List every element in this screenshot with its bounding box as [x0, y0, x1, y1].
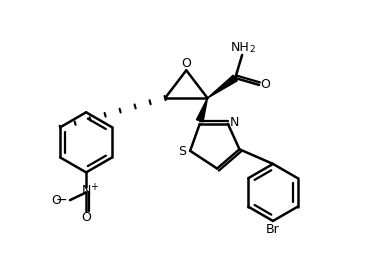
Text: S: S [178, 145, 187, 158]
Polygon shape [208, 75, 237, 98]
Text: N: N [230, 116, 239, 129]
Text: −: − [55, 193, 67, 207]
Text: O: O [181, 57, 191, 70]
Text: O: O [51, 194, 61, 207]
Text: 2: 2 [249, 45, 255, 54]
Text: O: O [81, 211, 91, 224]
Text: N: N [81, 184, 91, 197]
Text: Br: Br [266, 223, 280, 236]
Text: NH: NH [231, 41, 249, 54]
Text: O: O [261, 78, 270, 91]
Text: +: + [90, 182, 98, 192]
Polygon shape [196, 98, 208, 122]
